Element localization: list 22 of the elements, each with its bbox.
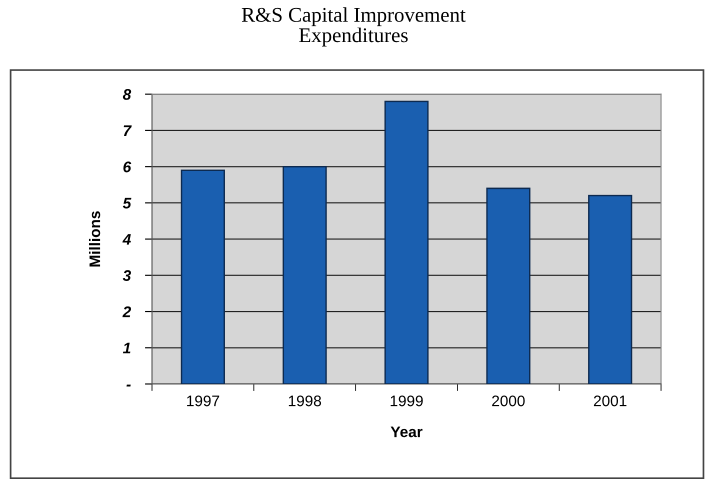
y-tick-label: 3 xyxy=(122,270,131,281)
x-tick-label: 1998 xyxy=(288,396,322,406)
x-tick-label: 1999 xyxy=(390,396,423,406)
x-tick-label: 2001 xyxy=(594,396,626,406)
y-tick-label: 2 xyxy=(122,306,132,318)
x-axis-title: Year xyxy=(390,426,422,438)
bar xyxy=(282,166,327,384)
bar xyxy=(588,194,632,384)
bar xyxy=(486,188,530,384)
y-tick-label: 6 xyxy=(123,162,132,172)
y-tick-label: 4 xyxy=(122,234,131,245)
bar xyxy=(384,100,429,384)
bar xyxy=(180,170,225,384)
y-tick-label: 8 xyxy=(122,89,132,100)
y-tick-label: 5 xyxy=(122,198,132,209)
y-axis-title: Millions xyxy=(88,211,100,266)
x-tick-label: 1997 xyxy=(187,396,220,406)
y-tick-label: 1 xyxy=(122,342,130,354)
x-tick-label: 2000 xyxy=(492,396,525,406)
y-tick-label: - xyxy=(126,384,131,386)
y-tick-label: 7 xyxy=(124,125,132,136)
chart-title: R&S Capital Improvement Expenditures xyxy=(242,7,466,46)
